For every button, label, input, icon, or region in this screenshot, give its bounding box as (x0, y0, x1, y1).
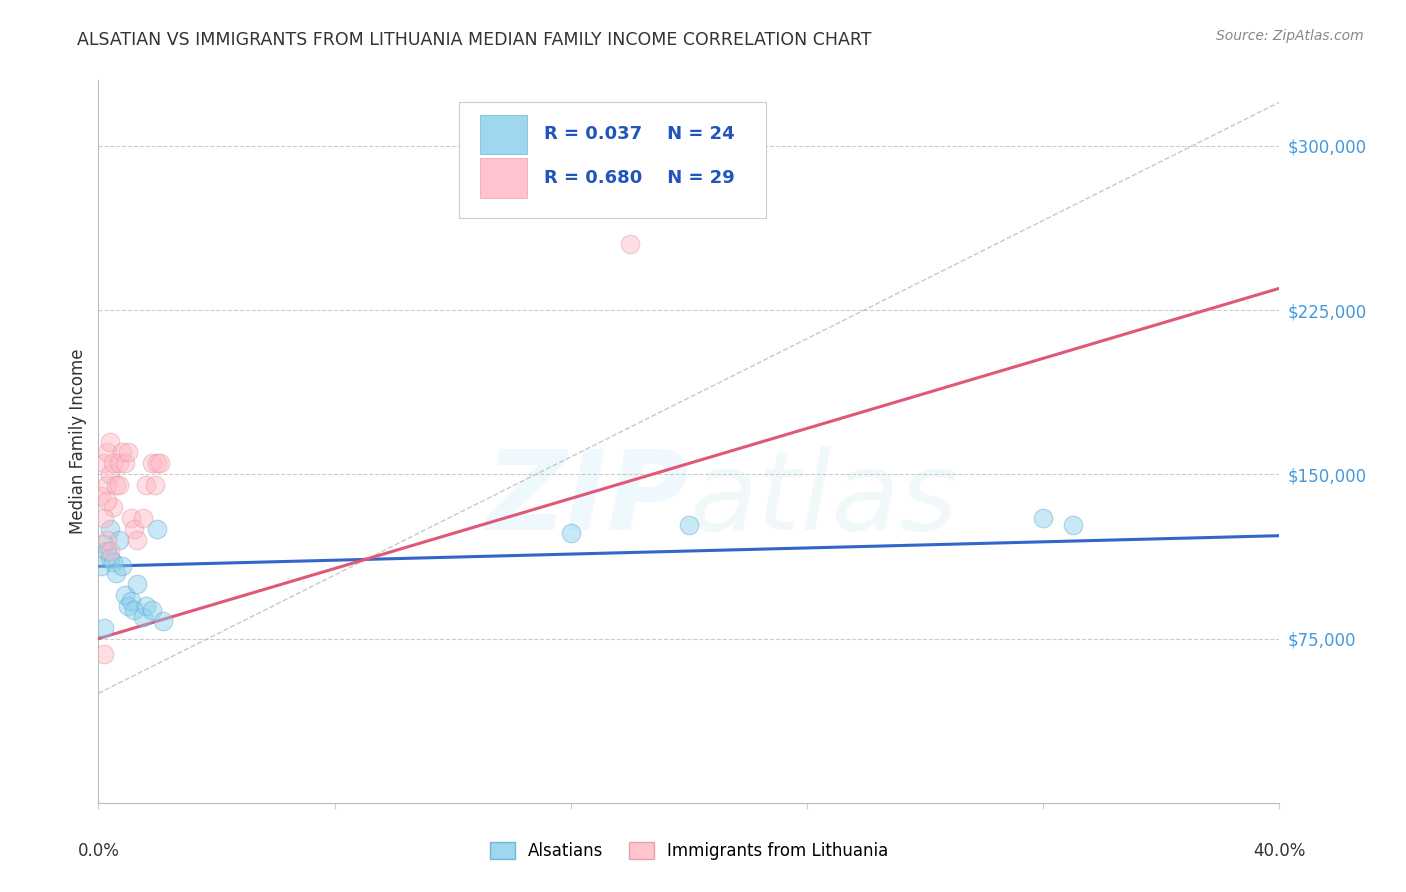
Point (149, 457, 172, 471)
Point (117, 445, 139, 459)
Point (111, 445, 134, 459)
Point (678, 517, 700, 532)
Point (93, 647, 115, 661)
Text: R = 0.680    N = 29: R = 0.680 N = 29 (544, 169, 734, 186)
Text: Source: ZipAtlas.com: Source: ZipAtlas.com (1216, 29, 1364, 43)
Point (105, 566, 128, 580)
Point (120, 594, 142, 608)
Point (141, 603, 163, 617)
Point (560, 526, 582, 541)
Text: ZIP: ZIP (485, 446, 689, 553)
Bar (458, 102, 766, 218)
Bar (479, 158, 527, 198)
Point (93, 621, 115, 635)
Y-axis label: Median Family Income: Median Family Income (69, 349, 87, 534)
Point (105, 478, 128, 492)
Point (619, 237, 641, 252)
Point (1062, 517, 1084, 532)
Text: 40.0%: 40.0% (1253, 842, 1306, 860)
Point (103, 457, 125, 471)
Point (98, 522, 121, 536)
Point (108, 533, 131, 547)
Text: 0.0%: 0.0% (77, 842, 120, 860)
Point (98, 544, 121, 558)
Text: R = 0.037    N = 24: R = 0.037 N = 24 (544, 126, 734, 144)
Point (146, 457, 169, 471)
Point (114, 457, 136, 471)
Point (152, 614, 174, 628)
Point (93, 457, 115, 471)
Point (96, 533, 118, 547)
Point (114, 588, 136, 602)
Point (96, 544, 118, 558)
Point (108, 478, 131, 492)
Point (125, 577, 148, 591)
Legend: Alsatians, Immigrants from Lithuania: Alsatians, Immigrants from Lithuania (484, 835, 894, 867)
Point (141, 457, 163, 471)
Point (146, 522, 169, 536)
Point (135, 478, 157, 492)
Point (90, 559, 112, 574)
Point (103, 555, 125, 569)
Point (135, 599, 157, 613)
Point (111, 559, 134, 574)
Point (103, 500, 125, 515)
Point (90, 489, 112, 503)
Point (122, 603, 145, 617)
Bar (479, 114, 527, 154)
Point (108, 457, 131, 471)
Point (96, 445, 118, 459)
Point (1032, 511, 1054, 525)
Point (93, 511, 115, 525)
Point (98, 434, 121, 449)
Point (125, 533, 148, 547)
Point (98, 467, 121, 482)
Point (132, 609, 155, 624)
Point (93, 537, 115, 551)
Text: ALSATIAN VS IMMIGRANTS FROM LITHUANIA MEDIAN FAMILY INCOME CORRELATION CHART: ALSATIAN VS IMMIGRANTS FROM LITHUANIA ME… (77, 31, 872, 49)
Point (96, 493, 118, 508)
Point (143, 478, 166, 492)
Point (132, 511, 155, 525)
Point (120, 511, 142, 525)
Point (117, 599, 139, 613)
Text: atlas: atlas (689, 446, 957, 553)
Point (96, 478, 118, 492)
Point (98, 550, 121, 565)
Point (122, 522, 145, 536)
